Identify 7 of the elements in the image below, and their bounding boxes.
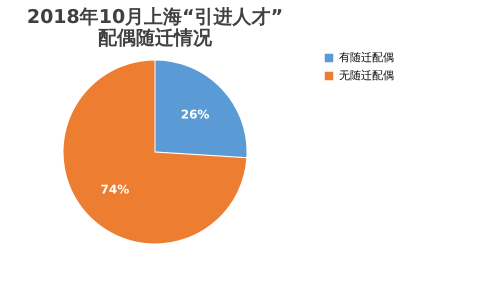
legend-label: 有随迁配偶 [339, 51, 394, 64]
text: 2018年10月上海“引进人才” [26, 6, 284, 28]
legend-label: 无随迁配偶 [339, 69, 394, 82]
text: 配偶随迁情况 [98, 27, 212, 49]
data-label: 26% [180, 107, 210, 122]
data-label: 74% [100, 182, 130, 197]
pie-slice [62, 60, 248, 244]
